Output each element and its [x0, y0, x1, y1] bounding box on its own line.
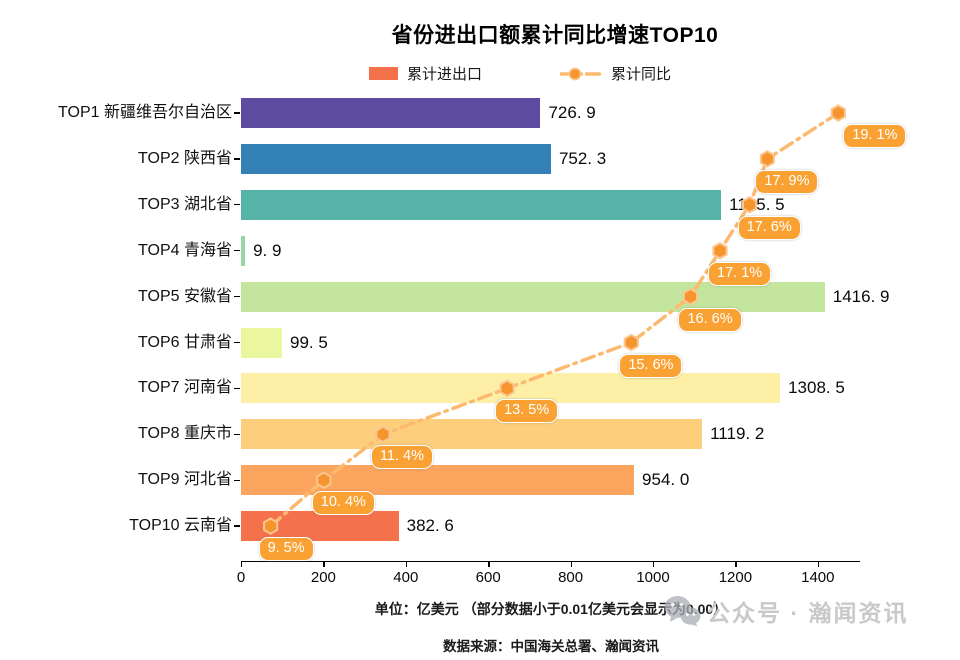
row-label: TOP1 新疆维吾尔自治区: [58, 104, 232, 121]
x-tick-label: 200: [310, 569, 336, 586]
x-tick-mark: [570, 562, 572, 567]
x-tick-label: 0: [236, 569, 246, 586]
bar: [241, 465, 635, 496]
bar-value-label: 954. 0: [642, 470, 690, 490]
bar: [241, 235, 246, 266]
x-tick-mark: [488, 562, 490, 567]
x-tick-mark: [241, 562, 243, 567]
x-tick-label: 400: [393, 569, 419, 586]
chart-title: 省份进出口额累计同比增速TOP10: [391, 24, 719, 47]
legend-line-label: 累计同比: [611, 66, 672, 83]
bar: [241, 189, 722, 220]
x-tick-label: 1000: [636, 569, 670, 586]
chart-legend: 累计进出口 累计同比: [368, 63, 672, 84]
pct-badge: 15. 6%: [619, 353, 683, 378]
bar: [241, 143, 551, 174]
x-tick-label: 800: [558, 569, 584, 586]
pct-badge: 9. 5%: [258, 537, 314, 562]
pct-badge: 17. 1%: [708, 261, 772, 286]
watermark: 公众号 · 瀚闻资讯: [664, 594, 908, 628]
legend-bar-label: 累计进出口: [406, 66, 482, 83]
row-label: TOP9 河北省: [138, 471, 232, 489]
bar-value-label: 99. 5: [289, 332, 328, 352]
bar-value-label: 1119. 2: [710, 424, 765, 444]
row-label: TOP3 湖北省: [138, 195, 232, 213]
y-tick-mark: [234, 433, 240, 435]
wechat-icon: [664, 596, 701, 627]
unit-note: 单位：亿美元 （部分数据小于0.01亿美元会显示为0.00）: [374, 601, 728, 617]
row-label: TOP7 河南省: [138, 379, 232, 397]
bar: [241, 419, 703, 450]
bar-value-label: 1165. 5: [729, 194, 785, 214]
legend-bar-swatch: [368, 67, 398, 80]
pct-badge: 13. 5%: [495, 399, 559, 424]
bar-value-label: 9. 9: [253, 240, 282, 260]
y-tick-mark: [234, 250, 240, 252]
x-tick-mark: [405, 562, 408, 567]
row-label: TOP10 云南省: [129, 517, 232, 535]
bar: [241, 98, 541, 128]
pct-badge: 16. 6%: [678, 307, 742, 332]
row-label: TOP4 青海省: [138, 241, 232, 259]
row-label: TOP8 重庆市: [138, 425, 232, 443]
bar: [241, 281, 825, 312]
y-tick-mark: [234, 387, 240, 390]
x-tick-label: 1400: [801, 569, 835, 586]
x-tick-mark: [323, 562, 325, 567]
x-tick-label: 1200: [718, 569, 753, 586]
y-tick-mark: [234, 525, 240, 527]
bar-value-label: 752. 3: [558, 148, 607, 168]
y-tick-mark: [234, 112, 240, 114]
bar: [241, 327, 282, 358]
x-tick-label: 600: [475, 569, 501, 586]
bar-value-label: 1416. 9: [832, 286, 890, 306]
x-tick-mark: [817, 562, 820, 567]
x-tick-mark: [735, 562, 737, 567]
row-label: TOP5 安徽省: [138, 287, 232, 305]
pct-badge: 11. 4%: [370, 445, 433, 470]
y-tick-mark: [234, 204, 240, 206]
y-tick-mark: [234, 158, 240, 160]
bar-value-label: 726. 9: [548, 103, 596, 122]
row-label: TOP6 甘肃省: [138, 333, 232, 351]
watermark-text: 公众号 · 瀚闻资讯: [707, 600, 909, 626]
x-axis-spine: [241, 561, 860, 563]
y-tick-mark: [234, 341, 240, 344]
x-tick-mark: [653, 562, 655, 567]
pct-badge: 19. 1%: [843, 124, 907, 148]
pct-badge: 10. 4%: [311, 491, 375, 516]
row-label: TOP2 陕西省: [138, 149, 232, 167]
legend-line-icon: [560, 67, 602, 80]
y-tick-mark: [234, 479, 240, 481]
bar-value-label: 1308. 5: [788, 378, 845, 398]
pct-badge: 17. 6%: [737, 215, 801, 240]
y-tick-mark: [234, 295, 240, 298]
pct-badge: 17. 9%: [755, 169, 819, 194]
bar-value-label: 382. 6: [406, 516, 454, 536]
source-note: 数据来源：中国海关总署、瀚闻资讯: [443, 639, 659, 654]
